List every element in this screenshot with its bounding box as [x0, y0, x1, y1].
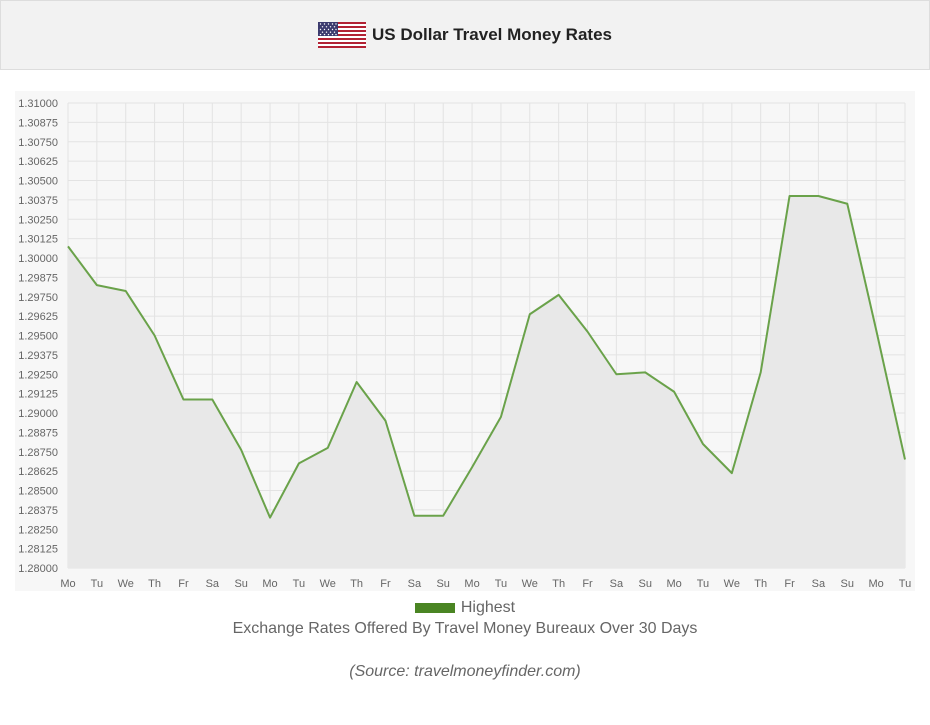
data-point [816, 194, 820, 198]
data-point [412, 514, 416, 518]
x-tick-label: Tu [91, 578, 103, 590]
data-point [66, 244, 70, 248]
y-tick-label: 1.29875 [18, 272, 58, 284]
data-point [239, 448, 243, 452]
data-point [470, 465, 474, 469]
y-tick-label: 1.29250 [18, 369, 58, 381]
data-point [903, 458, 907, 462]
x-tick-label: Su [639, 578, 652, 590]
x-tick-label: We [724, 578, 740, 590]
x-tick-label: Fr [178, 578, 189, 590]
data-point [153, 334, 157, 338]
chart-title: US Dollar Travel Money Rates [372, 25, 612, 44]
x-tick-label: Su [234, 578, 247, 590]
data-point [528, 312, 532, 316]
data-point [672, 390, 676, 394]
y-tick-label: 1.30625 [18, 156, 58, 168]
chart-subtitle: Exchange Rates Offered By Travel Money B… [232, 620, 698, 637]
data-point [845, 202, 849, 206]
x-tick-label: Mo [262, 578, 277, 590]
y-tick-label: 1.30500 [18, 176, 58, 188]
x-tick-label: Tu [899, 578, 911, 590]
y-tick-label: 1.29375 [18, 350, 58, 362]
y-tick-label: 1.28375 [18, 505, 58, 517]
x-tick-label: Tu [697, 578, 709, 590]
x-tick-label: Sa [408, 578, 422, 590]
x-tick-label: Mo [464, 578, 479, 590]
data-point [181, 398, 185, 402]
data-point [874, 328, 878, 332]
y-tick-label: 1.28875 [18, 427, 58, 439]
x-tick-label: Su [841, 578, 854, 590]
data-point [557, 293, 561, 297]
y-tick-label: 1.29750 [18, 292, 58, 304]
data-point [326, 446, 330, 450]
data-point [355, 380, 359, 384]
data-point [297, 461, 301, 465]
y-tick-label: 1.30000 [18, 253, 58, 265]
data-point [124, 289, 128, 293]
x-tick-label: Th [350, 578, 363, 590]
y-tick-label: 1.28500 [18, 486, 58, 498]
x-tick-label: Mo [666, 578, 681, 590]
data-point [701, 442, 705, 446]
chart-legend: Highest [0, 597, 930, 619]
data-point [95, 283, 99, 287]
y-tick-label: 1.28625 [18, 466, 58, 478]
y-tick-label: 1.29000 [18, 408, 58, 420]
data-point [268, 516, 272, 520]
data-point [643, 370, 647, 374]
legend-label-highest[interactable]: Highest [460, 599, 516, 616]
x-tick-label: We [118, 578, 134, 590]
data-point [730, 471, 734, 475]
x-tick-label: Mo [60, 578, 75, 590]
data-point [614, 372, 618, 376]
x-tick-label: Su [436, 578, 449, 590]
series-line-highest [67, 195, 906, 519]
x-tick-label: We [522, 578, 538, 590]
chart-header: US Dollar Travel Money Rates [0, 0, 930, 70]
y-tick-label: 1.30875 [18, 117, 58, 129]
y-tick-label: 1.29625 [18, 311, 58, 323]
y-tick-label: 1.30250 [18, 214, 58, 226]
data-point [499, 415, 503, 419]
x-tick-label: Th [754, 578, 767, 590]
y-tick-label: 1.31000 [18, 98, 58, 110]
y-tick-label: 1.28250 [18, 524, 58, 536]
y-tick-label: 1.29500 [18, 331, 58, 343]
x-tick-label: Th [552, 578, 565, 590]
data-point [210, 398, 214, 402]
data-point [586, 330, 590, 334]
y-tick-label: 1.28125 [18, 544, 58, 556]
x-tick-label: Sa [812, 578, 826, 590]
series-area-highest [68, 196, 905, 568]
x-tick-label: Fr [582, 578, 593, 590]
y-tick-label: 1.30125 [18, 234, 58, 246]
y-tick-label: 1.28000 [18, 563, 58, 575]
x-tick-label: Fr [380, 578, 391, 590]
x-tick-label: We [320, 578, 336, 590]
data-point [788, 194, 792, 198]
y-tick-label: 1.30375 [18, 195, 58, 207]
x-tick-label: Mo [868, 578, 883, 590]
y-tick-label: 1.28750 [18, 447, 58, 459]
x-tick-label: Sa [206, 578, 220, 590]
x-tick-label: Tu [293, 578, 305, 590]
line-chart: 1.28000 1.28125 1.28250 1.28375 1.28500 1.286… [15, 91, 915, 591]
legend-swatch-highest[interactable] [414, 603, 455, 613]
y-tick-label: 1.30750 [18, 137, 58, 149]
x-tick-label: Fr [784, 578, 795, 590]
us-flag-icon [318, 22, 366, 48]
data-point [383, 419, 387, 423]
chart-source: (Source: travelmoneyfinder.com) [349, 663, 581, 680]
x-tick-label: Tu [495, 578, 507, 590]
data-point [441, 514, 445, 518]
data-point [759, 370, 763, 374]
y-tick-label: 1.29125 [18, 389, 58, 401]
x-tick-label: Th [148, 578, 161, 590]
x-tick-label: Sa [610, 578, 624, 590]
